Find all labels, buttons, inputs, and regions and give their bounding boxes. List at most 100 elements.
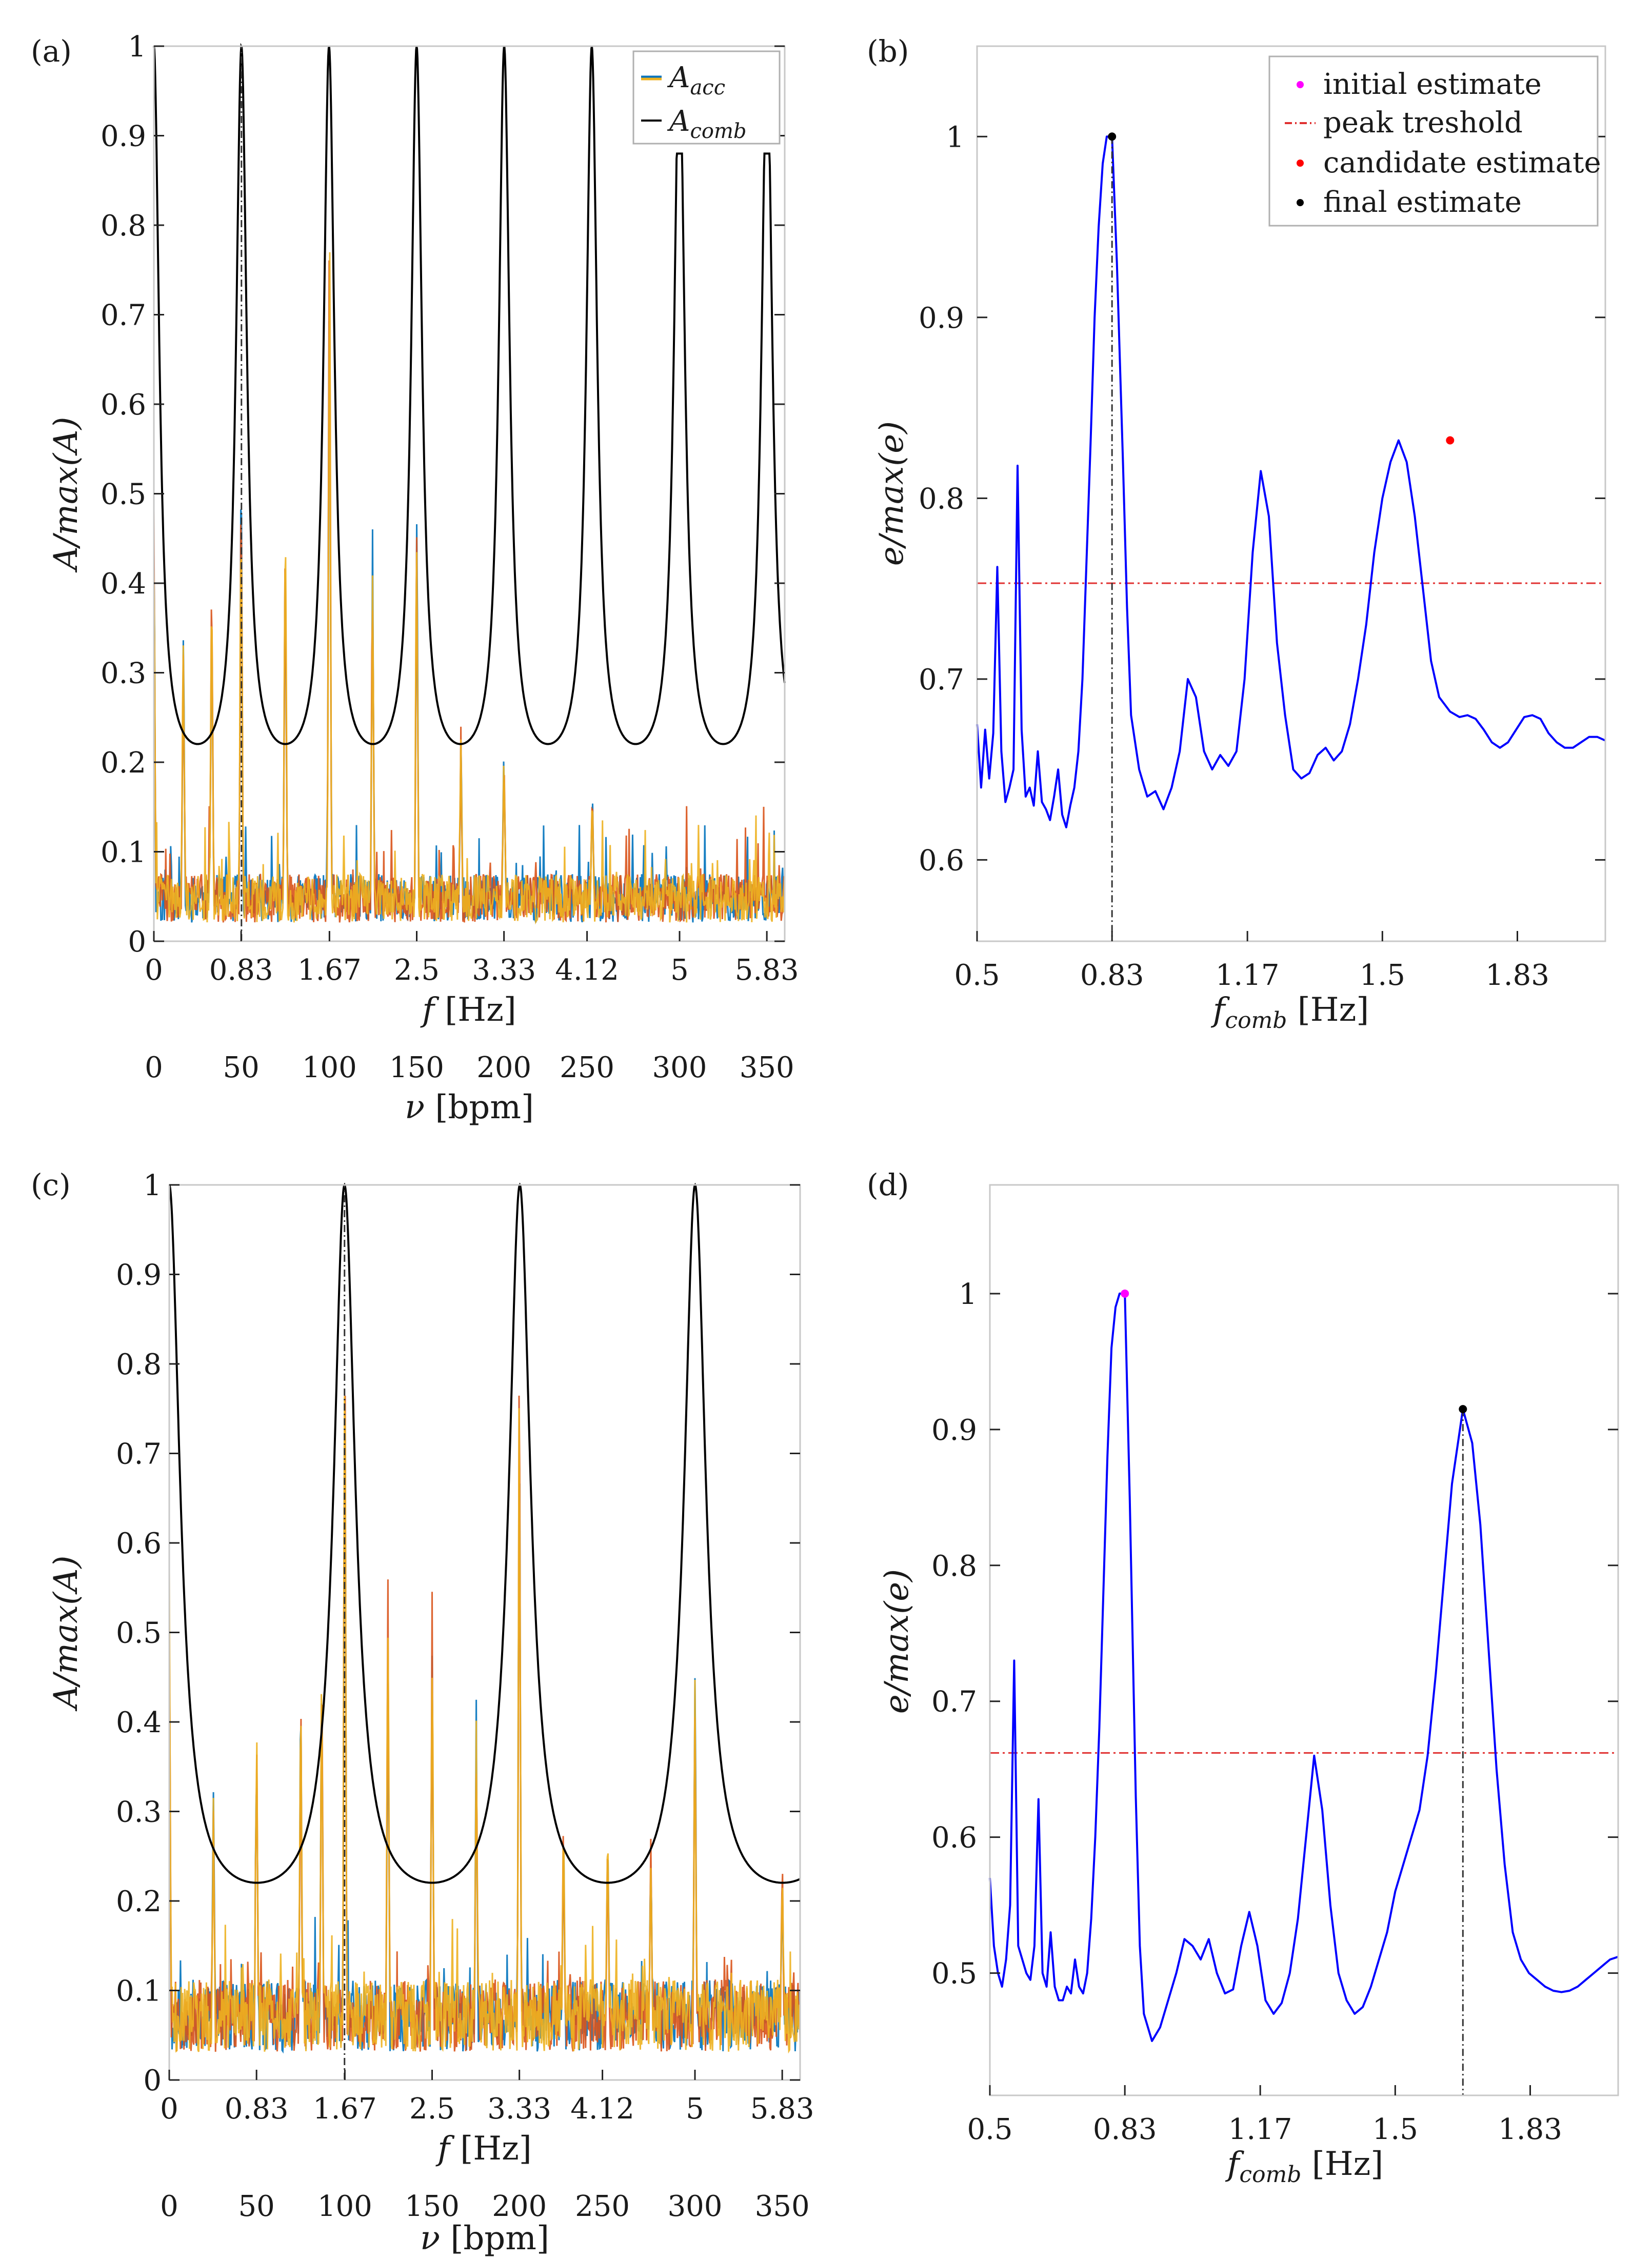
panel-a-ytick-label-8: 0.8 — [101, 209, 146, 243]
panel-c-axes: 000.83501.671002.51503.332004.1225053005… — [116, 1169, 814, 2223]
panel-a-ytick-label-9: 0.9 — [101, 120, 146, 153]
panel-label-d: (d) — [867, 1167, 909, 1202]
panel-c-xtick-label-bpm-4: 200 — [492, 2190, 547, 2223]
legend-a-box — [632, 50, 781, 145]
panel-a-xtick-label-hz-2: 1.67 — [297, 954, 362, 987]
panel-c-xtick-label-hz-3: 2.5 — [409, 2092, 455, 2126]
legend-a-acc-label: Aacc — [667, 61, 725, 100]
panel-c-xtick-label-bpm-7: 350 — [755, 2190, 810, 2223]
panel-a-ytick-label-3: 0.3 — [101, 657, 146, 690]
panel-a-xtick-label-hz-6: 5 — [670, 954, 689, 987]
panel-a-ytick-label-0: 0 — [128, 925, 146, 959]
panel-a-xtick-label-bpm-7: 350 — [740, 1051, 794, 1084]
panel-c-xtick-label-bpm-6: 300 — [668, 2190, 723, 2223]
panel-a-ytick-label-1: 0.1 — [101, 836, 146, 869]
panel-d-ytick-label-0: 0.5 — [931, 1957, 977, 1991]
panel-a-xtick-label-hz-7: 5.83 — [735, 954, 799, 987]
panel-d-error-curve — [989, 1292, 1619, 2042]
legend-threshold-label: peak treshold — [1323, 106, 1523, 140]
panel-b-ytick-label-3: 0.9 — [919, 302, 964, 335]
legend-final-marker — [1297, 199, 1304, 206]
panel-a-xtick-label-bpm-3: 150 — [389, 1051, 444, 1084]
panel-a-xtick-label-bpm-4: 200 — [476, 1051, 531, 1084]
panel-d-ytick-label-1: 0.6 — [931, 1821, 977, 1855]
panel-d-frame — [989, 1184, 1619, 2096]
legend-initial-marker — [1297, 81, 1304, 88]
panel-d-ytick-label-5: 1 — [959, 1278, 977, 1311]
panel-c-ytick-label-10: 1 — [143, 1169, 162, 1202]
panel-d-xtick-label-4: 1.83 — [1498, 2113, 1562, 2146]
panel-a-xtick-label-bpm-5: 250 — [560, 1051, 614, 1084]
panel-b-xtick-label-4: 1.83 — [1485, 959, 1549, 992]
panel-d-data — [989, 1289, 1619, 2095]
panel-c-ytick-label-3: 0.3 — [116, 1796, 162, 1829]
panel-label-a: (a) — [31, 34, 72, 69]
panel-d-ytick-label-2: 0.7 — [931, 1686, 977, 1719]
panel-c-xlabel-f: f [Hz] — [435, 2130, 532, 2168]
panel-a-xtick-label-bpm-6: 300 — [652, 1051, 707, 1084]
panel-c-xtick-label-hz-6: 5 — [686, 2092, 704, 2126]
panel-b-frame — [976, 45, 1606, 942]
panel-b-candidate-marker — [1446, 436, 1455, 445]
panel-b-final-marker — [1108, 132, 1117, 141]
panel-d-ylabel: e/max(e) — [878, 1569, 916, 1714]
panel-a-acc-channel-3 — [153, 252, 786, 925]
panel-a-xlabel-f: f [Hz] — [420, 991, 516, 1029]
panel-c-xtick-label-hz-1: 0.83 — [225, 2092, 289, 2126]
legend-a: Aacc Acomb — [632, 50, 781, 145]
panel-c-xtick-label-hz-7: 5.83 — [750, 2092, 814, 2126]
panel-b-ytick-label-0: 0.6 — [919, 844, 964, 877]
legend-candidate-marker — [1297, 160, 1304, 167]
panel-c-xtick-label-bpm-0: 0 — [160, 2190, 178, 2223]
panel-c-ytick-label-4: 0.4 — [116, 1706, 162, 1739]
panel-d-final-marker — [1459, 1405, 1467, 1414]
panel-b-data — [976, 132, 1606, 941]
panel-a: (a) 000.83501.671002.51503.332004.122505… — [31, 30, 799, 1126]
panel-a-xtick-label-bpm-1: 50 — [223, 1051, 260, 1084]
panel-c-ylabel: A/max(A) — [47, 1556, 85, 1712]
panel-label-c: (c) — [31, 1167, 71, 1202]
panel-d-xtick-label-3: 1.5 — [1372, 2113, 1418, 2146]
panel-c-ytick-label-9: 0.9 — [116, 1259, 162, 1292]
panel-c-data — [168, 1182, 801, 2080]
panel-c-ytick-label-8: 0.8 — [116, 1348, 162, 1381]
panel-d-xtick-label-1: 0.83 — [1093, 2113, 1157, 2146]
panel-a-axes: 000.83501.671002.51503.332004.1225053005… — [101, 30, 799, 1084]
panel-d-ytick-label-4: 0.9 — [931, 1414, 977, 1447]
panel-c-ytick-label-1: 0.1 — [116, 1975, 162, 2008]
panel-c-frame — [168, 1184, 801, 2081]
panel-a-data — [153, 43, 786, 941]
panel-c-ytick-label-5: 0.5 — [116, 1617, 162, 1650]
legend-candidate-label: candidate estimate — [1323, 146, 1601, 180]
panel-a-xtick-label-hz-0: 0 — [145, 954, 163, 987]
panel-c-xtick-label-hz-5: 4.12 — [570, 2092, 634, 2126]
panel-c-xtick-label-hz-4: 3.33 — [487, 2092, 551, 2126]
panel-a-xtick-label-hz-5: 4.12 — [555, 954, 619, 987]
panel-a-xtick-label-hz-3: 2.5 — [394, 954, 440, 987]
legend-b: initial estimate peak treshold candidate… — [1268, 55, 1601, 227]
panel-d-xlabel: fcomb [Hz] — [1225, 2145, 1384, 2188]
panel-b-xtick-label-0: 0.5 — [954, 959, 1000, 992]
panel-b-error-curve — [976, 135, 1606, 828]
panel-a-xtick-label-bpm-2: 100 — [302, 1051, 357, 1084]
panel-b-axes: 0.5 0.83 1.17 1.5 1.83 0.6 0.7 0.8 0.9 1 — [919, 121, 1605, 992]
panel-d-xtick-label-2: 1.17 — [1228, 2113, 1292, 2146]
panel-d-initial-marker — [1121, 1289, 1129, 1298]
panel-d-xtick-label-0: 0.5 — [967, 2113, 1012, 2146]
panel-c-xtick-label-bpm-5: 250 — [575, 2190, 630, 2223]
panel-a-ytick-label-5: 0.5 — [101, 478, 146, 511]
panel-b-xlabel: fcomb [Hz] — [1211, 991, 1369, 1034]
panel-d: (d) 0.5 0.83 1.17 1.5 1.83 0.5 0.6 0.7 0.8 0.9 1 f… — [867, 1167, 1619, 2188]
panel-a-frame — [153, 45, 786, 942]
panel-a-ytick-label-4: 0.4 — [101, 567, 146, 601]
panel-b-xtick-label-1: 0.83 — [1080, 959, 1144, 992]
panel-c-ytick-label-0: 0 — [143, 2064, 162, 2097]
panel-a-ytick-label-6: 0.6 — [101, 388, 146, 422]
legend-initial-label: initial estimate — [1323, 68, 1542, 101]
panel-a-xlabel-v: ν [bpm] — [405, 1088, 534, 1126]
panel-c-xtick-label-bpm-3: 150 — [405, 2190, 460, 2223]
panel-b-ytick-label-4: 1 — [946, 121, 964, 154]
panel-b-xtick-label-2: 1.17 — [1216, 959, 1280, 992]
panel-c-acc-channel-1 — [168, 1429, 801, 2054]
